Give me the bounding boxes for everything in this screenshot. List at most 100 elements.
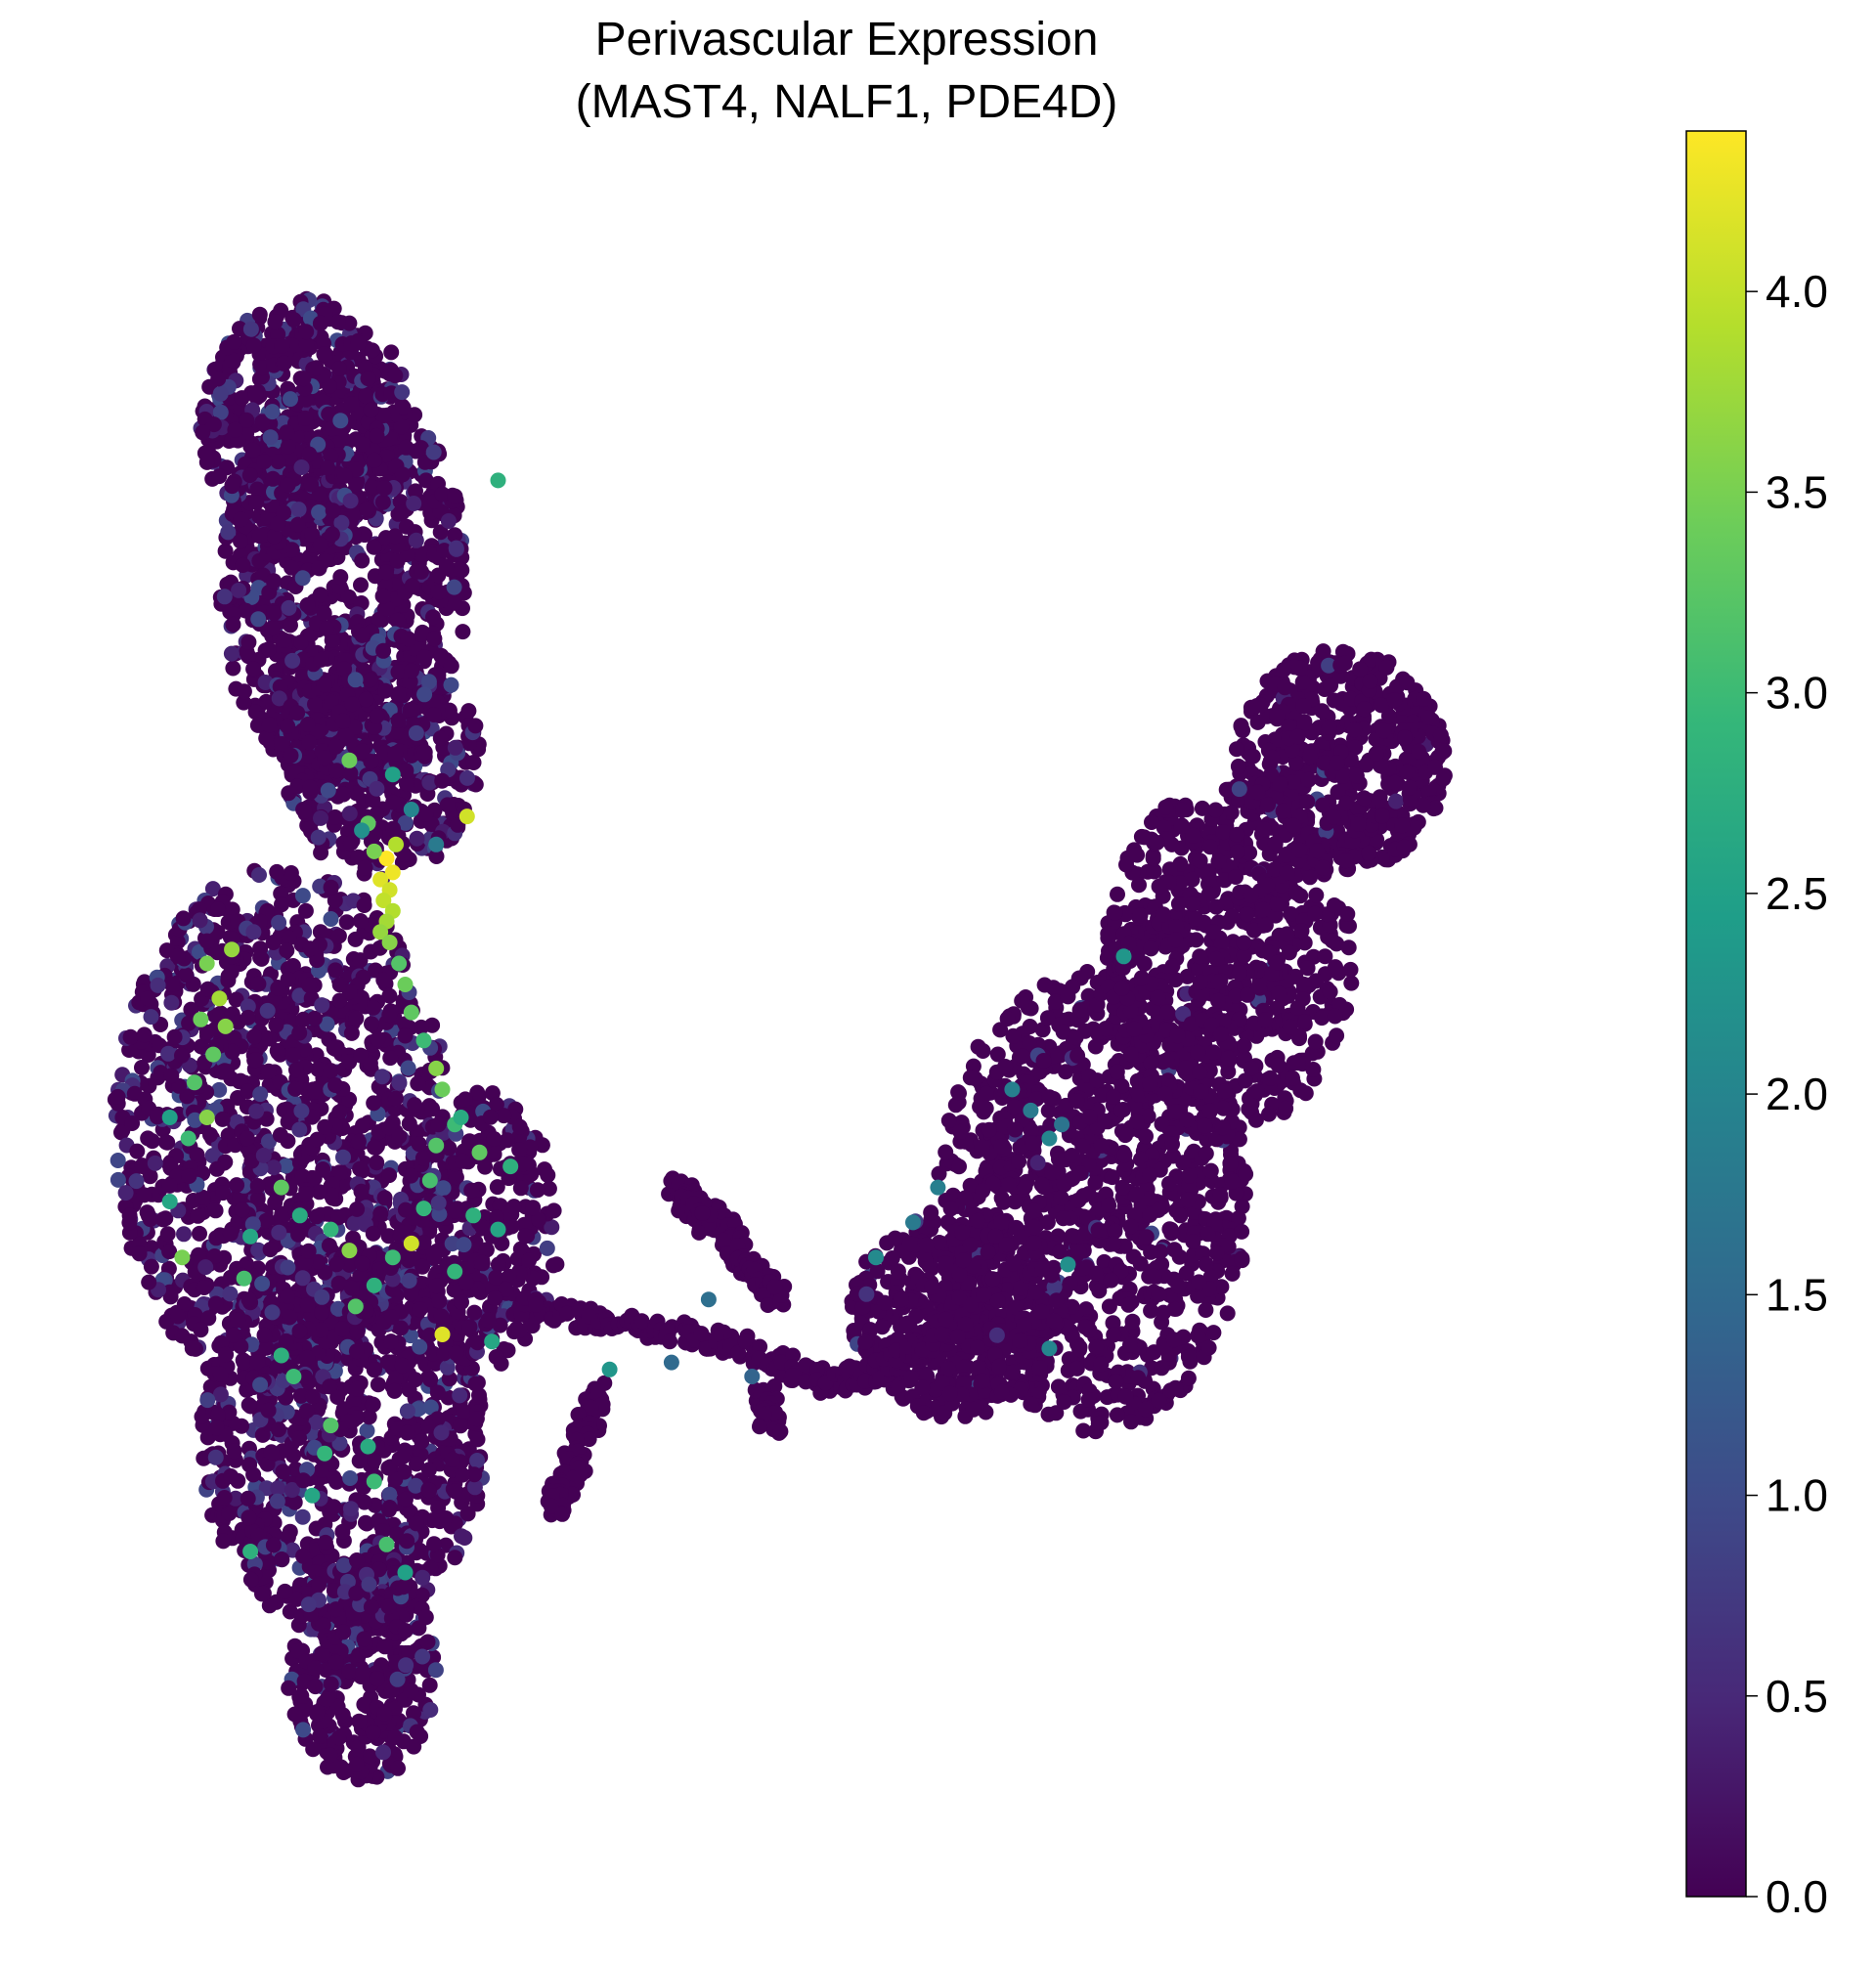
cell-point [529,1182,545,1199]
cell-point [254,1276,271,1291]
cell-point [238,602,254,619]
cell-point [323,1676,339,1692]
cell-point [382,1050,399,1067]
cell-point [258,1212,275,1229]
cell-point [330,1729,347,1746]
cell-point [140,990,156,1007]
cell-point [280,1288,295,1304]
cell-point [163,976,180,992]
cell-point [308,1208,325,1225]
cell-point [375,1744,391,1761]
cell-point [467,718,484,734]
cell-point [235,557,251,573]
cell-point [291,1025,308,1041]
cell-point [366,539,382,555]
cell-point [319,1691,335,1708]
cell-point [370,1376,386,1393]
cell-point [430,1195,447,1211]
cell-point [251,306,268,323]
cell-point [336,467,353,484]
cell-point [417,472,434,489]
cell-point [310,829,327,846]
cell-point [391,1128,408,1145]
cell-point [280,718,296,734]
cell-point [406,1738,422,1755]
cell-point [341,983,358,1000]
cell-point [369,780,385,797]
cell-point [378,564,394,581]
cell-point [317,750,333,766]
cell-point [212,1386,229,1403]
cell-point [489,1179,505,1196]
cell-point [400,1060,416,1076]
cell-point [280,438,296,455]
cell-point [314,1289,330,1305]
cell-point [540,1167,556,1183]
cell-point [272,678,288,695]
cell-point [298,1403,315,1420]
cell-point [184,1340,200,1357]
cell-point [178,967,195,983]
cell-point [272,1127,288,1143]
cell-point [109,1153,126,1168]
cell-point [359,501,375,517]
cell-point [220,524,237,541]
cell-point [346,505,363,522]
cell-point [160,1045,177,1062]
cell-point [408,532,424,548]
cell-point [271,914,287,931]
cell-point [295,371,312,387]
cell-point [328,1256,345,1273]
cell-point [343,1280,360,1296]
cell-point [208,1160,225,1177]
cell-point [223,645,240,662]
cell-point [431,1292,448,1309]
cell-point [539,1240,555,1256]
cell-point [394,384,411,401]
cell-point [395,1449,412,1465]
cell-point [323,879,339,896]
cell-point [348,461,365,478]
cell-point [457,1530,473,1546]
cell-point [255,1585,272,1601]
cell-point [417,806,434,822]
cell-point [121,1207,138,1224]
cell-point [240,1509,257,1526]
cell-point [283,865,299,881]
cell-point [262,1242,279,1258]
cell-point [312,587,328,603]
cell-point [369,708,385,724]
cell-point [299,1297,316,1313]
cell-point [131,1245,148,1262]
cell-point [342,835,359,852]
cell-point [364,1016,379,1032]
cell-point [394,466,411,483]
cell-point [128,1173,145,1190]
cell-point [387,528,404,545]
cell-point [324,632,340,648]
cell-point [311,1576,327,1593]
cell-point [263,1444,280,1461]
cell-point [342,493,359,509]
cell-point [320,459,336,476]
cell-point [364,342,380,359]
cell-point [311,1184,327,1201]
cell-point [352,1160,369,1177]
cell-point [389,1671,406,1687]
cell-point [397,1491,414,1507]
cell-point [242,1571,259,1588]
cell-point [323,1063,339,1079]
cell-point [366,1362,382,1378]
cell-point [239,412,255,428]
cell-point [281,1680,297,1696]
cell-point [332,569,349,586]
cell-point [266,605,283,622]
cell-point [354,743,371,760]
cell-point [469,1334,486,1351]
cell-point [269,863,285,880]
cell-point [308,360,325,376]
cell-point [364,479,380,496]
cell-point [245,337,262,354]
cell-point [409,1724,425,1740]
cell-point [227,421,243,438]
